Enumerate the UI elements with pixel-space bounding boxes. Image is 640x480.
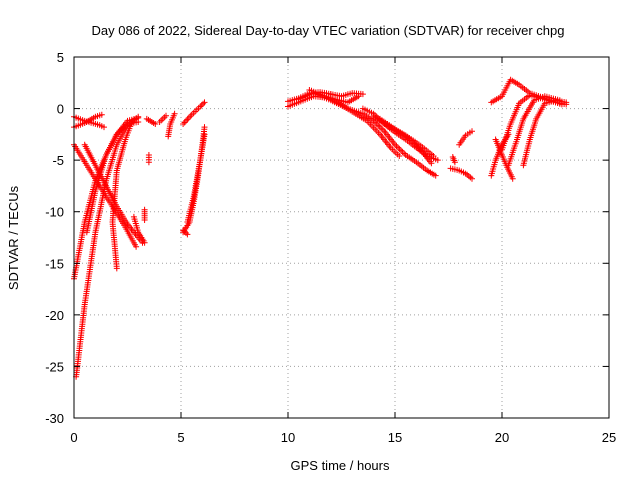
- data-point: [101, 124, 107, 131]
- data-point: [563, 99, 570, 106]
- x-tick-label: 0: [70, 430, 77, 445]
- data-point: [184, 231, 191, 238]
- data-point: [200, 100, 207, 107]
- y-tick-label: -30: [45, 411, 64, 426]
- data-point: [509, 175, 516, 182]
- data-point: [98, 111, 105, 118]
- data-point: [428, 160, 435, 167]
- data-point: [152, 121, 159, 127]
- data-point: [163, 112, 169, 119]
- data-point: [430, 153, 437, 159]
- y-tick-label: -20: [45, 308, 64, 323]
- data-point: [201, 99, 208, 106]
- data-point: [135, 119, 142, 125]
- data-point: [198, 102, 205, 109]
- series-arc-a: [71, 111, 146, 380]
- data-point: [396, 153, 403, 159]
- data-point: [184, 116, 191, 123]
- data-point: [469, 128, 475, 135]
- data-point: [396, 146, 403, 153]
- data-point: [451, 159, 458, 166]
- data-point: [359, 91, 366, 98]
- data-point: [141, 239, 148, 246]
- x-tick-label: 15: [388, 430, 402, 445]
- series-arc-c: [285, 87, 441, 179]
- y-tick-label: -5: [52, 153, 64, 168]
- data-point: [201, 124, 208, 131]
- x-tick-label: 25: [602, 430, 616, 445]
- x-tick-label: 20: [495, 430, 509, 445]
- y-tick-label: 5: [57, 50, 64, 65]
- data-point: [469, 175, 475, 182]
- data-point: [197, 103, 204, 110]
- series-arc-b: [130, 99, 208, 246]
- chart-title: Day 086 of 2022, Sidereal Day-to-day VTE…: [91, 23, 564, 38]
- data-points: [71, 76, 570, 380]
- data-point: [398, 147, 405, 154]
- x-axis-label: GPS time / hours: [291, 458, 390, 473]
- y-tick-label: -10: [45, 205, 64, 220]
- series-arc-d: [447, 76, 570, 182]
- data-point: [135, 113, 142, 120]
- plot-frame: [73, 56, 610, 419]
- data-point: [201, 131, 208, 138]
- data-point: [141, 217, 148, 223]
- data-point: [378, 125, 385, 132]
- data-point: [128, 119, 135, 125]
- data-point: [171, 110, 178, 117]
- y-tick-label: 0: [57, 102, 64, 117]
- data-point: [434, 157, 441, 164]
- y-axis-label: SDTVAR / TECUs: [6, 185, 21, 290]
- y-tick-label: -15: [45, 256, 64, 271]
- data-point: [379, 126, 386, 133]
- data-point: [381, 128, 388, 135]
- data-point: [432, 172, 439, 179]
- x-tick-label: 5: [177, 430, 184, 445]
- data-point: [145, 159, 152, 166]
- grid: [74, 57, 609, 418]
- x-tick-label: 10: [281, 430, 295, 445]
- y-tick-label: -25: [45, 359, 64, 374]
- axis-ticks: 0 5 10 15 20 25 5 0 -5 -10 -15 -20 -25 -30: [45, 50, 616, 445]
- data-point: [133, 243, 140, 250]
